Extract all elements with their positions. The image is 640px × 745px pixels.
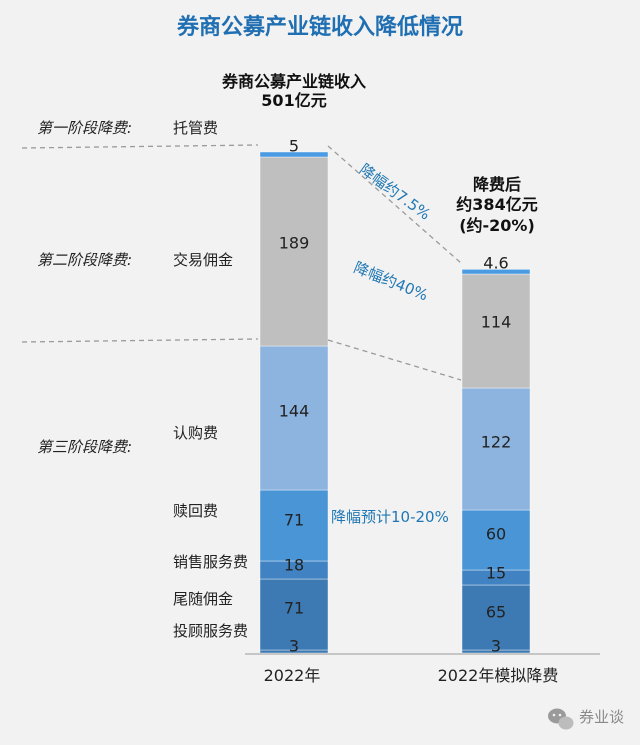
series-label-4: 赎回费 [173,502,218,520]
value-label-2-6: 114 [481,313,512,332]
bar-segment-2-5 [461,387,531,511]
category-label-1: 2022年 [264,666,321,685]
bar-title-2-line-1: 降费后 [473,175,521,194]
plot-area: 3 71 18 71 144 189 5 3 65 15 60 122 114 4.6 2022年 2022年… [245,137,600,685]
stage-label-2: 第二阶段降费: [37,251,132,269]
bar-title-2-line-3: (约-20%) [459,216,535,235]
series-label-2: 尾随佣金 [173,590,233,608]
value-label-1-4: 71 [284,511,304,530]
bar-segment-1-4 [259,489,329,562]
value-label-2-1: 3 [491,637,501,656]
value-label-1-2: 71 [284,599,304,618]
series-label-7: 托管费 [173,119,218,137]
value-label-1-1: 3 [289,637,299,656]
series-label-1: 投顾服务费 [173,622,248,640]
bar-segment-1-2 [259,578,329,651]
series-label-3: 销售服务费 [173,553,248,571]
bar-title-1-line-2: 501亿元 [261,91,326,110]
value-label-1-3: 18 [284,556,304,575]
chart-title: 券商公募产业链收入降低情况 [176,14,463,40]
connector-line-2 [327,339,462,381]
wechat-icon [548,708,574,730]
series-label-6: 交易佣金 [173,251,233,269]
bar-segment-1-5 [259,345,329,491]
bar-segment-2-6 [461,273,531,389]
watermark-text: 券业谈 [579,708,624,726]
stage-label-3: 第三阶段降费: [37,438,132,456]
bar-segment-2-4 [461,509,531,571]
value-label-1-6: 189 [279,234,310,253]
bar-segment-2-2 [461,584,531,651]
bar-segment-2-7 [461,269,531,275]
value-label-2-5: 122 [481,433,512,452]
connector-line-1 [327,145,462,264]
value-label-2-3: 15 [486,564,506,583]
reduction-annotation-3: 降幅预计10-20% [331,508,449,526]
value-label-2-7: 4.6 [483,254,508,273]
value-label-1-5: 144 [279,402,310,421]
stage-divider-2 [21,338,259,343]
value-label-2-4: 60 [486,525,506,544]
watermark: 券业谈 [548,708,624,730]
series-label-5: 认购费 [173,424,218,442]
reduction-annotation-1: 降幅约7.5% [356,160,434,223]
bar-segment-1-7 [259,151,329,158]
value-label-1-7: 5 [289,137,299,156]
stage-divider-1 [21,144,259,149]
bar-title-1-line-1: 券商公募产业链收入 [221,72,366,91]
category-label-2: 2022年模拟降费 [438,666,559,685]
value-label-2-2: 65 [486,603,506,622]
bar-title-2-line-2: 约384亿元 [456,195,537,214]
bar-segment-1-6 [259,156,329,347]
stage-label-1: 第一阶段降费: [37,119,132,137]
reduction-annotation-2: 降幅约40% [351,258,430,304]
